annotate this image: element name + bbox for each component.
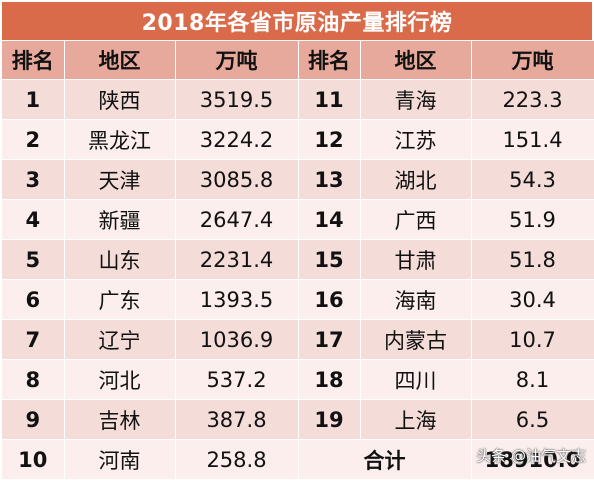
rank-cell: 17 bbox=[298, 319, 361, 360]
rank-cell: 16 bbox=[298, 279, 361, 320]
table-row: 2 黑龙江 3224.2 12 江苏 151.4 bbox=[2, 119, 594, 160]
region-cell: 内蒙古 bbox=[360, 319, 472, 360]
region-cell: 四川 bbox=[360, 359, 472, 400]
region-cell: 河南 bbox=[64, 439, 176, 480]
rank-cell: 14 bbox=[298, 199, 361, 240]
value-cell: 8.1 bbox=[471, 359, 594, 400]
rank-cell: 10 bbox=[2, 439, 65, 480]
rank-cell: 3 bbox=[2, 159, 65, 200]
header-region-left: 地区 bbox=[64, 41, 176, 80]
rank-cell: 1 bbox=[2, 79, 65, 120]
header-row: 排名 地区 万吨 排名 地区 万吨 bbox=[2, 41, 594, 80]
header-region-right: 地区 bbox=[360, 41, 472, 80]
region-cell: 新疆 bbox=[64, 199, 176, 240]
region-cell: 陕西 bbox=[64, 79, 176, 120]
value-cell: 3085.8 bbox=[175, 159, 299, 200]
value-cell: 2231.4 bbox=[175, 239, 299, 280]
header-value-left: 万吨 bbox=[175, 41, 299, 80]
value-cell: 51.9 bbox=[471, 199, 594, 240]
table-row: 8 河北 537.2 18 四川 8.1 bbox=[2, 359, 594, 400]
value-cell: 30.4 bbox=[471, 279, 594, 320]
region-cell: 青海 bbox=[360, 79, 472, 120]
ranking-table-body: 排名 地区 万吨 排名 地区 万吨 1 陕西 3519.5 11 青海 223.3 2 黑龙江… bbox=[2, 41, 594, 480]
watermark: 头条 @油气文志 bbox=[476, 447, 586, 465]
rank-cell: 9 bbox=[2, 399, 65, 440]
value-cell: 258.8 bbox=[175, 439, 299, 480]
header-rank-left: 排名 bbox=[2, 41, 65, 80]
region-cell: 湖北 bbox=[360, 159, 472, 200]
table-row: 5 山东 2231.4 15 甘肃 51.8 bbox=[2, 239, 594, 280]
rank-cell: 8 bbox=[2, 359, 65, 400]
rank-cell: 6 bbox=[2, 279, 65, 320]
region-cell: 广西 bbox=[360, 199, 472, 240]
rank-cell: 2 bbox=[2, 119, 65, 160]
region-cell: 甘肃 bbox=[360, 239, 472, 280]
table-row: 7 辽宁 1036.9 17 内蒙古 10.7 bbox=[2, 319, 594, 360]
rank-cell: 19 bbox=[298, 399, 361, 440]
table-row: 9 吉林 387.8 19 上海 6.5 bbox=[2, 399, 594, 440]
rank-cell: 7 bbox=[2, 319, 65, 360]
region-cell: 广东 bbox=[64, 279, 176, 320]
ranking-table: 排名 地区 万吨 排名 地区 万吨 1 陕西 3519.5 11 青海 223.3 2 黑龙江… bbox=[2, 41, 594, 480]
region-cell: 天津 bbox=[64, 159, 176, 200]
total-value: 18910.0 bbox=[471, 439, 594, 480]
value-cell: 151.4 bbox=[471, 119, 594, 160]
value-cell: 2647.4 bbox=[175, 199, 299, 240]
region-cell: 江苏 bbox=[360, 119, 472, 160]
value-cell: 51.8 bbox=[471, 239, 594, 280]
title-bar: 2018年各省市原油产量排行榜 bbox=[2, 2, 592, 40]
region-cell: 山东 bbox=[64, 239, 176, 280]
table-row: 4 新疆 2647.4 14 广西 51.9 bbox=[2, 199, 594, 240]
page-title: 2018年各省市原油产量排行榜 bbox=[141, 11, 453, 36]
rank-cell: 4 bbox=[2, 199, 65, 240]
value-cell: 6.5 bbox=[471, 399, 594, 440]
rank-cell: 18 bbox=[298, 359, 361, 400]
value-cell: 223.3 bbox=[471, 79, 594, 120]
rank-cell: 5 bbox=[2, 239, 65, 280]
value-cell: 387.8 bbox=[175, 399, 299, 440]
value-cell: 54.3 bbox=[471, 159, 594, 200]
value-cell: 10.7 bbox=[471, 319, 594, 360]
rank-cell: 15 bbox=[298, 239, 361, 280]
value-cell: 1036.9 bbox=[175, 319, 299, 360]
value-cell: 537.2 bbox=[175, 359, 299, 400]
table-row: 6 广东 1393.5 16 海南 30.4 bbox=[2, 279, 594, 320]
table-row: 1 陕西 3519.5 11 青海 223.3 bbox=[2, 79, 594, 120]
header-rank-right: 排名 bbox=[298, 41, 361, 80]
value-cell: 3224.2 bbox=[175, 119, 299, 160]
table-row: 3 天津 3085.8 13 湖北 54.3 bbox=[2, 159, 594, 200]
total-label: 合计 bbox=[298, 439, 472, 480]
value-cell: 3519.5 bbox=[175, 79, 299, 120]
rank-cell: 12 bbox=[298, 119, 361, 160]
region-cell: 上海 bbox=[360, 399, 472, 440]
region-cell: 辽宁 bbox=[64, 319, 176, 360]
region-cell: 海南 bbox=[360, 279, 472, 320]
region-cell: 黑龙江 bbox=[64, 119, 176, 160]
header-value-right: 万吨 bbox=[471, 41, 594, 80]
region-cell: 河北 bbox=[64, 359, 176, 400]
rank-cell: 13 bbox=[298, 159, 361, 200]
region-cell: 吉林 bbox=[64, 399, 176, 440]
value-cell: 1393.5 bbox=[175, 279, 299, 320]
rank-cell: 11 bbox=[298, 79, 361, 120]
